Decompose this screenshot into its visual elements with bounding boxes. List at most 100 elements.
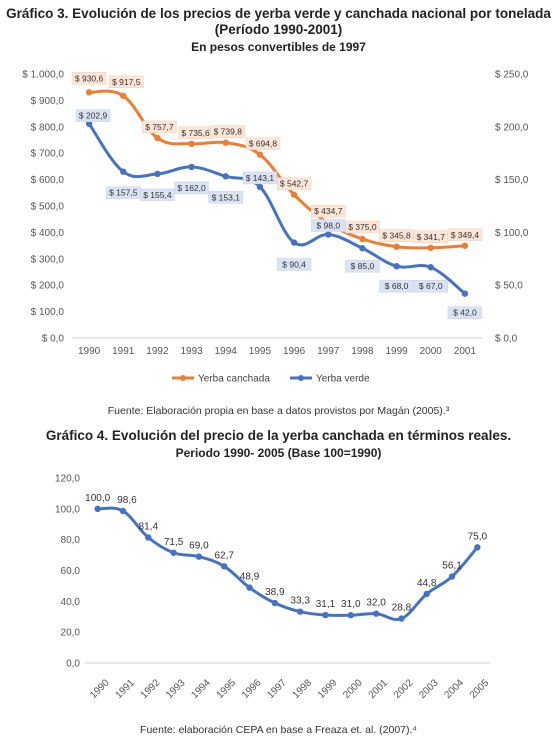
x-axis-tick-label: 1992 xyxy=(139,677,163,701)
data-point xyxy=(120,168,127,175)
data-point xyxy=(448,573,456,580)
y-axis-tick-label: 40,0 xyxy=(61,597,81,608)
data-point xyxy=(427,244,434,251)
x-axis-tick-label: 1998 xyxy=(291,677,315,701)
data-label: 48,9 xyxy=(240,572,260,583)
data-label: $ 42,0 xyxy=(453,308,477,318)
y-axis-tick-label: $ 800,0 xyxy=(31,122,65,133)
data-point xyxy=(427,264,434,271)
data-label-box xyxy=(311,219,346,232)
data-label: $ 542,7 xyxy=(280,179,309,189)
data-label-box xyxy=(245,137,281,150)
data-point xyxy=(85,120,93,127)
data-label-box xyxy=(413,279,448,293)
data-point xyxy=(325,231,332,238)
y-axis-tick-label: $ 600,0 xyxy=(31,175,65,186)
y-axis-tick-label: $ 100,0 xyxy=(31,307,65,318)
data-label: $ 68,0 xyxy=(385,281,409,291)
data-label: $ 157,5 xyxy=(109,188,138,198)
data-label: $ 735,6 xyxy=(181,128,210,138)
x-axis-tick-label: 1998 xyxy=(351,346,374,357)
data-point xyxy=(290,191,298,198)
data-point xyxy=(398,615,405,622)
x-axis-tick-label: 2000 xyxy=(420,346,443,357)
x-axis-tick-label: 1990 xyxy=(78,346,101,357)
y-axis-tick-label: $ 1.000,0 xyxy=(22,70,64,81)
data-point xyxy=(423,590,430,598)
data-label: $ 67,0 xyxy=(419,281,443,291)
y-axis-tick-label: $ 400,0 xyxy=(31,228,65,239)
x-axis-tick-label: 1990 xyxy=(88,677,112,701)
legend-marker-yerba-canchada xyxy=(180,375,186,381)
x-axis-tick-label: 1995 xyxy=(249,346,272,357)
data-point xyxy=(188,140,195,148)
x-axis-tick-label: 1999 xyxy=(385,346,408,357)
data-point xyxy=(393,262,400,270)
data-point xyxy=(461,290,469,297)
data-label: 38,9 xyxy=(265,587,285,598)
data-label: 32,0 xyxy=(366,598,386,609)
data-point xyxy=(94,505,101,513)
x-axis-tick-label: 1995 xyxy=(215,677,239,701)
x-axis-tick-label: 2001 xyxy=(367,677,391,701)
x-axis-tick-label: 1991 xyxy=(112,346,135,357)
y-axis-tick-label: 80,0 xyxy=(61,535,81,546)
x-axis-tick-label: 1993 xyxy=(164,677,188,701)
data-point xyxy=(322,611,329,619)
data-label: $ 153,1 xyxy=(212,192,241,202)
data-point xyxy=(222,139,229,146)
data-label-box xyxy=(447,228,483,242)
y-axis-tick-label: $ 300,0 xyxy=(31,254,65,265)
data-point xyxy=(246,584,253,591)
legend-label-yerba-verde: Yerba verde xyxy=(316,374,370,385)
data-label: 71,5 xyxy=(164,537,184,548)
data-point xyxy=(271,599,279,607)
data-label-box xyxy=(142,120,177,134)
x-axis-tick-label: 1994 xyxy=(215,346,238,357)
data-label: 69,0 xyxy=(189,541,209,552)
data-label-box xyxy=(109,75,144,89)
legend-label-yerba-canchada: Yerba canchada xyxy=(198,374,270,385)
data-label-box xyxy=(140,188,175,202)
data-point xyxy=(85,89,93,96)
x-axis-tick-label: 1999 xyxy=(316,677,340,701)
data-point xyxy=(222,173,229,180)
chart4-subtitle: Periodo 1990- 2005 (Base 100=1990) xyxy=(175,446,382,460)
data-label-box xyxy=(345,259,380,273)
x-axis-tick-label: 1992 xyxy=(146,346,169,357)
y-axis-tick-label: 60,0 xyxy=(61,566,81,577)
data-point xyxy=(359,245,366,252)
data-label: 44,8 xyxy=(417,578,437,589)
data-label: $ 162,0 xyxy=(177,183,206,193)
chart3-subtitle: En pesos convertibles de 1997 xyxy=(191,40,366,54)
data-label: $ 85,0 xyxy=(351,261,375,271)
y2-axis-tick-label: $ 0,0 xyxy=(495,334,518,345)
y-axis-tick-label: $ 700,0 xyxy=(31,149,65,160)
x-axis-tick-label: 1993 xyxy=(180,346,203,357)
data-label-box xyxy=(242,171,278,185)
data-point xyxy=(154,170,161,178)
y-axis-tick-label: 20,0 xyxy=(61,628,81,639)
y-axis-tick-label: $ 500,0 xyxy=(31,202,65,213)
x-axis-tick-label: 1994 xyxy=(189,677,213,701)
x-axis-tick-label: 1997 xyxy=(265,677,289,701)
data-point xyxy=(170,549,177,556)
data-point xyxy=(221,563,228,570)
data-label: 81,4 xyxy=(139,522,159,533)
data-label: $ 694,8 xyxy=(249,139,278,149)
y2-axis-tick-label: $ 250,0 xyxy=(495,70,529,81)
x-axis-tick-label: 2002 xyxy=(392,677,416,701)
x-axis-tick-label: 2000 xyxy=(341,677,365,701)
data-label: $ 917,5 xyxy=(112,77,141,87)
data-label: 100,0 xyxy=(85,493,110,504)
data-label: $ 757,7 xyxy=(145,122,174,132)
data-label: $ 341,7 xyxy=(417,232,446,242)
data-label-box xyxy=(75,109,111,122)
data-label: 62,7 xyxy=(214,550,234,561)
data-label-box xyxy=(447,306,483,319)
chart3-source: Fuente: Elaboración propia en base a dat… xyxy=(107,405,450,417)
data-label: $ 345,8 xyxy=(382,231,411,241)
data-label: $ 202,9 xyxy=(79,111,108,121)
data-point xyxy=(296,608,304,615)
chart4-title: Gráfico 4. Evolución del precio de la ye… xyxy=(45,428,512,443)
